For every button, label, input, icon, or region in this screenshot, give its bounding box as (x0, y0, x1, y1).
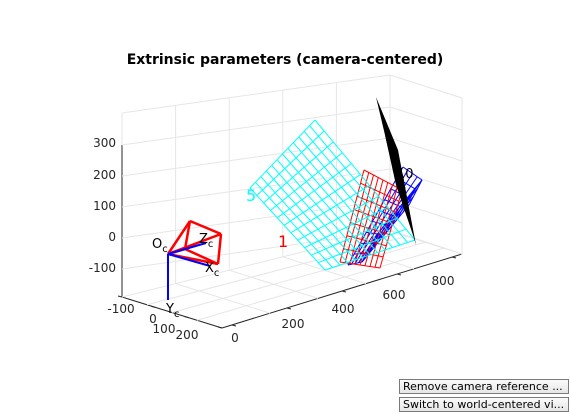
plane-grid-line (311, 217, 398, 256)
plane-label-1: 1 (278, 232, 288, 251)
depth-tick-labels: 0 200 400 600 800 (231, 274, 454, 345)
z-tick: 300 (93, 136, 116, 150)
plane-grid-line (297, 195, 379, 241)
camera-x-axis (167, 253, 211, 267)
z-tick: 200 (93, 168, 116, 182)
remove-camera-reference-button[interactable]: Remove camera reference ... (399, 379, 569, 394)
plane-grid-line (276, 163, 352, 219)
grid-line (121, 74, 391, 114)
depth-tick: 600 (383, 288, 406, 302)
black-plane (385, 135, 414, 238)
cyan-plane (249, 119, 416, 271)
tick-mark (184, 316, 189, 319)
tick-mark (396, 273, 402, 276)
tick-mark (117, 295, 123, 298)
x-tick: 200 (176, 328, 199, 342)
plane-grid-line (304, 206, 388, 249)
plane-grid-line (276, 159, 363, 258)
plane-grid-line (364, 182, 389, 266)
switch-view-button[interactable]: Switch to world-centered vi... (399, 397, 569, 412)
plane-grid-line (408, 179, 423, 206)
camera-y-label: Yc (165, 302, 179, 320)
plane-grid-line (287, 148, 378, 253)
depth-tick: 800 (432, 274, 455, 288)
camera-model (166, 219, 223, 300)
plane-grid-line (263, 141, 334, 204)
camera-frustum-edge (166, 220, 192, 255)
plane-grid-line (292, 142, 386, 251)
camera-frustum-edge (184, 247, 219, 266)
z-tick: -100 (89, 261, 116, 275)
camera-z-axis (167, 242, 207, 255)
camera-x-label: Xc (205, 261, 219, 279)
x-tick: 0 (149, 312, 157, 326)
plane-grid-line (256, 130, 325, 196)
plane-grid-line (282, 153, 371, 256)
plane-grid-line (303, 131, 401, 246)
plane-label-5: 5 (246, 186, 256, 205)
depth-tick: 400 (332, 302, 355, 316)
x-tick: -100 (107, 302, 134, 316)
tick-mark (217, 326, 223, 329)
plane-grid-line (318, 228, 407, 264)
grid-line (121, 137, 391, 177)
z-tick: 100 (93, 199, 116, 213)
grid-line (389, 74, 463, 99)
camera-frustum-edge (189, 219, 222, 236)
camera-labels: Oc Zc Xc Yc (152, 232, 219, 320)
plane-grid-line (271, 165, 356, 261)
plane-grid-line (270, 152, 343, 211)
plane-grid-line (249, 119, 316, 189)
tick-mark (341, 290, 347, 293)
depth-tick: 200 (282, 317, 305, 331)
grid-line (389, 137, 463, 162)
grid-line (121, 199, 391, 239)
x-tick-labels: -100 0 100 200 (107, 302, 198, 342)
camera-frustum-edge (183, 220, 192, 250)
plane-grid-line (361, 179, 423, 263)
plane-grid-line (283, 174, 361, 226)
grid-line (121, 168, 391, 208)
plane-grid-line (314, 119, 416, 241)
z-tick-labels: 300 200 100 0 -100 (89, 136, 116, 275)
grid-line (196, 247, 445, 321)
calibration-planes (249, 97, 423, 271)
plane-grid-line (249, 187, 326, 271)
depth-tick: 0 (231, 331, 239, 345)
plane-grid-line (309, 125, 408, 243)
plane-grid-line (255, 181, 333, 268)
tick-mark (286, 307, 292, 310)
plot-title: Extrinsic parameters (camera-centered) (126, 52, 444, 68)
tick-mark (231, 324, 237, 327)
plane-grid-line (374, 187, 398, 268)
plane-grid-line (369, 184, 393, 267)
plane-grid-line (260, 176, 341, 266)
camera-z-label: Zc (199, 232, 213, 250)
plane-grid-line (324, 239, 416, 271)
plane-grid-line (290, 185, 370, 234)
plane-grid-line (298, 136, 393, 248)
tick-mark (451, 256, 457, 259)
grid-line (121, 106, 391, 146)
camera-frustum-edge (216, 233, 223, 265)
tick-mark (151, 305, 156, 308)
z-tick: 0 (108, 230, 116, 244)
plane-grid-line (390, 201, 405, 227)
plane-grid-line (265, 170, 348, 263)
grid-line (389, 106, 463, 131)
x-tick: 100 (153, 322, 176, 336)
camera-origin-label: Oc (152, 237, 168, 255)
plane-label-10: 10 (397, 167, 414, 182)
plane-grid-line (379, 189, 403, 269)
